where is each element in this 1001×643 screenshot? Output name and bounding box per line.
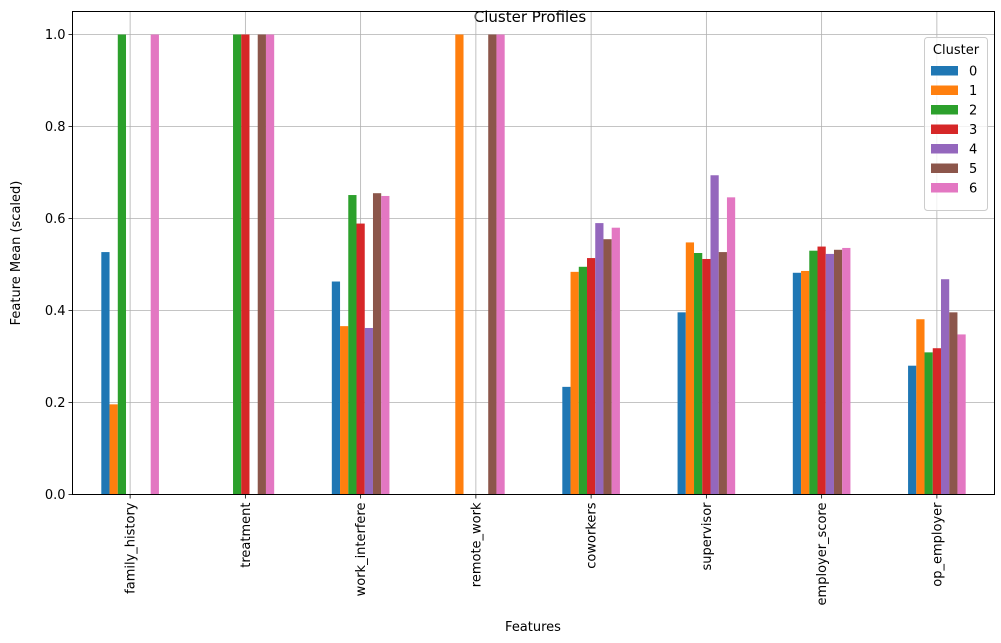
legend-title: Cluster	[933, 43, 980, 58]
bar-cluster-0-coworkers	[562, 386, 571, 495]
y-tick-label: 0.6	[45, 212, 66, 227]
bar-cluster-3-work_interfere	[356, 223, 365, 495]
x-tick-label: coworkers	[585, 502, 600, 568]
x-axis-label: Features	[505, 620, 561, 635]
legend-swatch	[931, 66, 958, 76]
bar-cluster-6-family_history	[150, 34, 159, 495]
legend-label: 6	[969, 182, 977, 197]
bar-cluster-5-op_employer	[949, 312, 958, 495]
legend-label: 5	[969, 162, 977, 177]
bar-cluster-5-supervisor	[718, 252, 727, 495]
bar-cluster-2-supervisor	[694, 253, 703, 495]
bar-cluster-1-family_history	[109, 404, 118, 495]
legend-label: 3	[969, 123, 977, 138]
bar-cluster-6-employer_score	[842, 247, 851, 495]
bar-cluster-0-op_employer	[908, 365, 917, 495]
bar-cluster-2-op_employer	[924, 352, 933, 495]
x-tick-label: remote_work	[469, 502, 484, 587]
bar-cluster-2-family_history	[117, 34, 127, 495]
y-tick-label: 0.8	[45, 120, 66, 135]
x-tick-label: supervisor	[700, 502, 715, 571]
plot-frame	[72, 11, 995, 495]
y-axis-label: Feature Mean (scaled)	[9, 181, 24, 326]
bar-cluster-1-op_employer	[916, 319, 925, 495]
bar-cluster-3-treatment	[241, 34, 250, 495]
bar-cluster-1-supervisor	[685, 242, 695, 495]
legend-swatch	[931, 85, 958, 95]
legend-label: 0	[969, 65, 977, 80]
legend-label: 2	[969, 104, 977, 119]
bar-cluster-0-work_interfere	[331, 281, 341, 495]
y-tick-label: 0.4	[45, 304, 66, 319]
bar-cluster-1-remote_work	[455, 34, 464, 495]
bar-cluster-6-supervisor	[726, 197, 736, 495]
bar-cluster-2-employer_score	[809, 250, 818, 495]
bar-cluster-3-coworkers	[587, 258, 596, 495]
legend-swatch	[931, 144, 958, 154]
chart-title: Cluster Profiles	[474, 8, 587, 26]
legend-swatch	[931, 183, 958, 193]
bar-cluster-5-work_interfere	[372, 193, 382, 495]
y-tick-label: 0.2	[45, 396, 66, 411]
x-tick-label: employer_score	[815, 503, 830, 606]
x-tick-label: family_history	[124, 502, 139, 594]
legend-label: 4	[969, 143, 977, 158]
x-axis-ticks: family_history treatment work_interfere rem…	[124, 494, 945, 606]
legend-swatch	[931, 105, 958, 115]
bar-cluster-6-treatment	[265, 34, 275, 495]
bar-cluster-2-treatment	[233, 34, 242, 495]
bar-cluster-3-op_employer	[932, 348, 941, 495]
bar-cluster-4-employer_score	[825, 253, 834, 495]
bar-cluster-1-work_interfere	[340, 326, 349, 495]
bar-cluster-5-remote_work	[488, 34, 497, 495]
legend-swatch	[931, 163, 958, 173]
y-tick-label: 1.0	[45, 28, 66, 43]
legend-swatch	[931, 124, 958, 134]
bar-cluster-6-coworkers	[611, 227, 620, 495]
x-tick-label: work_interfere	[354, 503, 369, 597]
bar-cluster-2-work_interfere	[348, 195, 357, 495]
legend: Cluster 0 1 2 3 4 5 6	[924, 37, 988, 211]
bar-cluster-5-employer_score	[833, 249, 843, 495]
y-axis-ticks: 0.0 0.2 0.4 0.6 0.8 1.0	[45, 28, 73, 503]
bar-cluster-3-supervisor	[702, 258, 711, 495]
bar-cluster-5-treatment	[257, 34, 266, 495]
bar-cluster-4-supervisor	[710, 175, 719, 495]
bar-cluster-2-coworkers	[578, 266, 588, 495]
x-tick-label: op_employer	[930, 502, 945, 587]
bar-cluster-6-op_employer	[957, 334, 966, 495]
bar-cluster-5-coworkers	[603, 239, 612, 495]
bar-cluster-4-op_employer	[940, 279, 950, 495]
bar-cluster-4-work_interfere	[364, 327, 373, 495]
bars-group	[101, 34, 966, 495]
bar-cluster-0-supervisor	[677, 312, 686, 495]
bar-cluster-1-coworkers	[570, 271, 579, 495]
legend-label: 1	[969, 84, 977, 99]
bar-cluster-1-employer_score	[801, 270, 810, 495]
bar-cluster-0-family_history	[101, 252, 110, 495]
bar-cluster-3-employer_score	[817, 246, 826, 495]
bar-cluster-4-coworkers	[595, 223, 604, 495]
bar-cluster-0-employer_score	[792, 272, 802, 495]
bar-cluster-6-work_interfere	[381, 195, 390, 495]
y-tick-label: 0.0	[45, 488, 66, 503]
bar-cluster-6-remote_work	[496, 34, 505, 495]
x-tick-label: treatment	[239, 503, 254, 568]
